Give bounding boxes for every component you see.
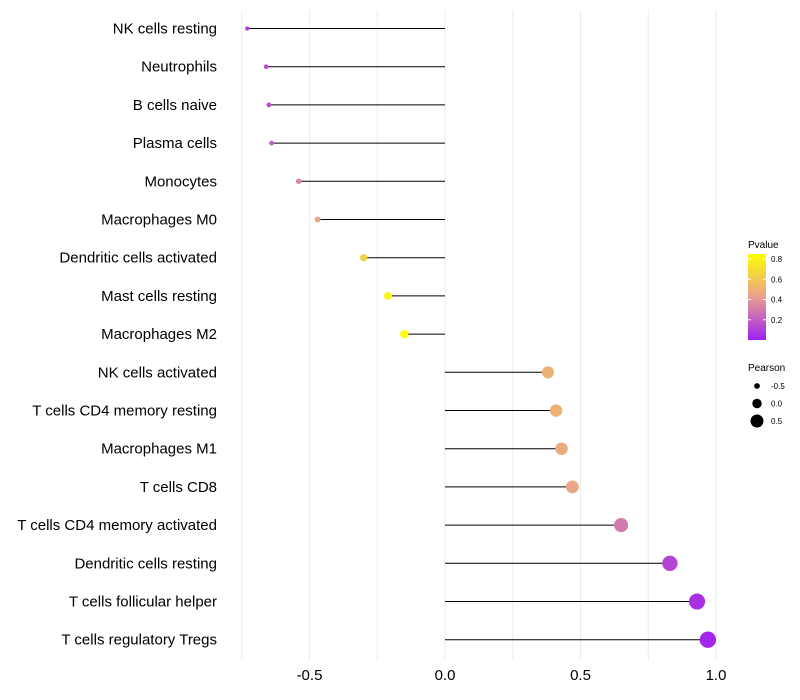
pvalue-tick-label: 0.4 — [771, 296, 783, 305]
lollipop-point — [266, 102, 272, 108]
pearson-legend: Pearson -0.5 0.0 0.5 — [748, 363, 785, 428]
lollipop-point — [688, 593, 706, 610]
pearson-legend-label: 0.0 — [771, 400, 783, 409]
lollipop-point — [555, 442, 568, 455]
pearson-legend-title: Pearson — [748, 363, 785, 374]
lollipop-points — [245, 26, 717, 648]
y-tick-label: Dendritic cells activated — [59, 250, 217, 267]
y-tick-label: T cells regulatory Tregs — [61, 632, 217, 649]
y-tick-label: Dendritic cells resting — [74, 555, 217, 572]
pearson-legend-dot — [750, 414, 764, 428]
y-tick-label: T cells CD4 memory resting — [32, 403, 217, 420]
pvalue-legend-title: Pvalue — [748, 240, 779, 251]
x-tick-label: -0.5 — [297, 667, 323, 684]
y-tick-label: B cells naive — [133, 97, 217, 114]
pvalue-colorbar — [748, 254, 766, 340]
pvalue-tick-label: 0.2 — [771, 316, 783, 325]
y-tick-label: T cells CD4 memory activated — [17, 517, 217, 534]
lollipop-point — [314, 216, 321, 223]
lollipop-point — [565, 480, 579, 494]
lollipop-point — [549, 404, 563, 417]
lollipop-segments — [247, 28, 708, 641]
lollipop-point — [245, 26, 250, 31]
pvalue-tick-label: 0.8 — [771, 255, 783, 264]
pvalue-legend: Pvalue 0.2 0.4 0.6 0.8 — [748, 240, 783, 340]
y-tick-label: T cells CD8 — [140, 479, 217, 496]
y-tick-label: Mast cells resting — [101, 288, 217, 305]
lollipop-point — [269, 140, 274, 146]
pearson-legend-label: -0.5 — [771, 382, 785, 391]
x-axis-labels: -0.5 0.0 0.5 1.0 — [297, 667, 727, 684]
lollipop-point — [614, 518, 629, 533]
y-tick-label: NK cells resting — [113, 21, 217, 38]
pearson-legend-dot — [752, 398, 762, 409]
y-tick-label: Neutrophils — [141, 59, 217, 76]
y-tick-label: Macrophages M1 — [101, 441, 217, 458]
lollipop-point — [295, 178, 302, 185]
y-tick-label: T cells follicular helper — [69, 594, 217, 611]
lollipop-point — [360, 254, 368, 262]
grid-lines — [241, 10, 717, 660]
lollipop-point — [263, 64, 269, 70]
pearson-legend-label: 0.5 — [771, 417, 783, 426]
y-tick-label: Monocytes — [144, 173, 217, 190]
y-tick-label: Macrophages M2 — [101, 326, 217, 343]
y-tick-label: Plasma cells — [133, 135, 217, 152]
lollipop-point — [400, 329, 409, 339]
lollipop-point — [699, 631, 717, 648]
y-tick-label: Macrophages M0 — [101, 212, 217, 229]
pearson-legend-dot — [754, 383, 760, 389]
y-axis-labels: NK cells resting Neutrophils B cells naive… — [17, 21, 217, 649]
x-tick-label: 1.0 — [706, 667, 727, 684]
lollipop-point — [541, 366, 555, 379]
x-tick-label: 0.5 — [570, 667, 591, 684]
lollipop-point — [662, 555, 678, 571]
x-tick-label: 0.0 — [435, 667, 456, 684]
pvalue-tick-label: 0.6 — [771, 275, 783, 284]
lollipop-point — [384, 291, 393, 300]
y-tick-label: NK cells activated — [98, 364, 217, 381]
